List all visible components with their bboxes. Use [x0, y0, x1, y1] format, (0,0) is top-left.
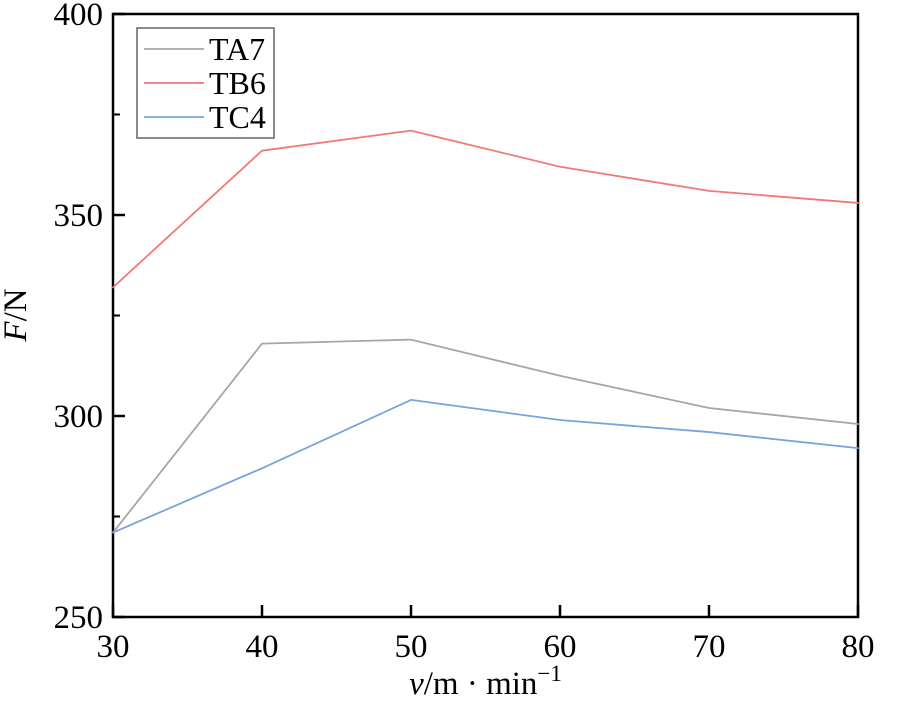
legend-label: TC4	[209, 99, 266, 135]
x-tick-label: 70	[693, 629, 726, 665]
legend-item-TC4: TC4	[144, 99, 266, 135]
x-tick-label: 60	[544, 629, 577, 665]
legend-item-TA7: TA7	[144, 31, 265, 67]
x-tick-label: 80	[842, 629, 875, 665]
series-line-TB6	[112, 129, 859, 289]
x-tick-label: 40	[246, 629, 279, 665]
legend-label: TA7	[209, 31, 265, 67]
x-tick-label: 30	[97, 629, 130, 665]
y-tick-label: 350	[54, 198, 104, 234]
x-axis-title: v/m · min−1	[409, 661, 562, 702]
y-tick-label: 300	[54, 399, 104, 435]
legend-item-TB6: TB6	[144, 65, 266, 101]
y-tick-label: 250	[54, 600, 104, 636]
y-tick-label: 400	[54, 0, 104, 33]
y-axis-title: F/N	[0, 288, 34, 342]
legend-label: TB6	[209, 65, 266, 101]
x-tick-label: 50	[395, 629, 428, 665]
series-line-TA7	[112, 338, 859, 534]
series-line-TC4	[112, 399, 859, 534]
